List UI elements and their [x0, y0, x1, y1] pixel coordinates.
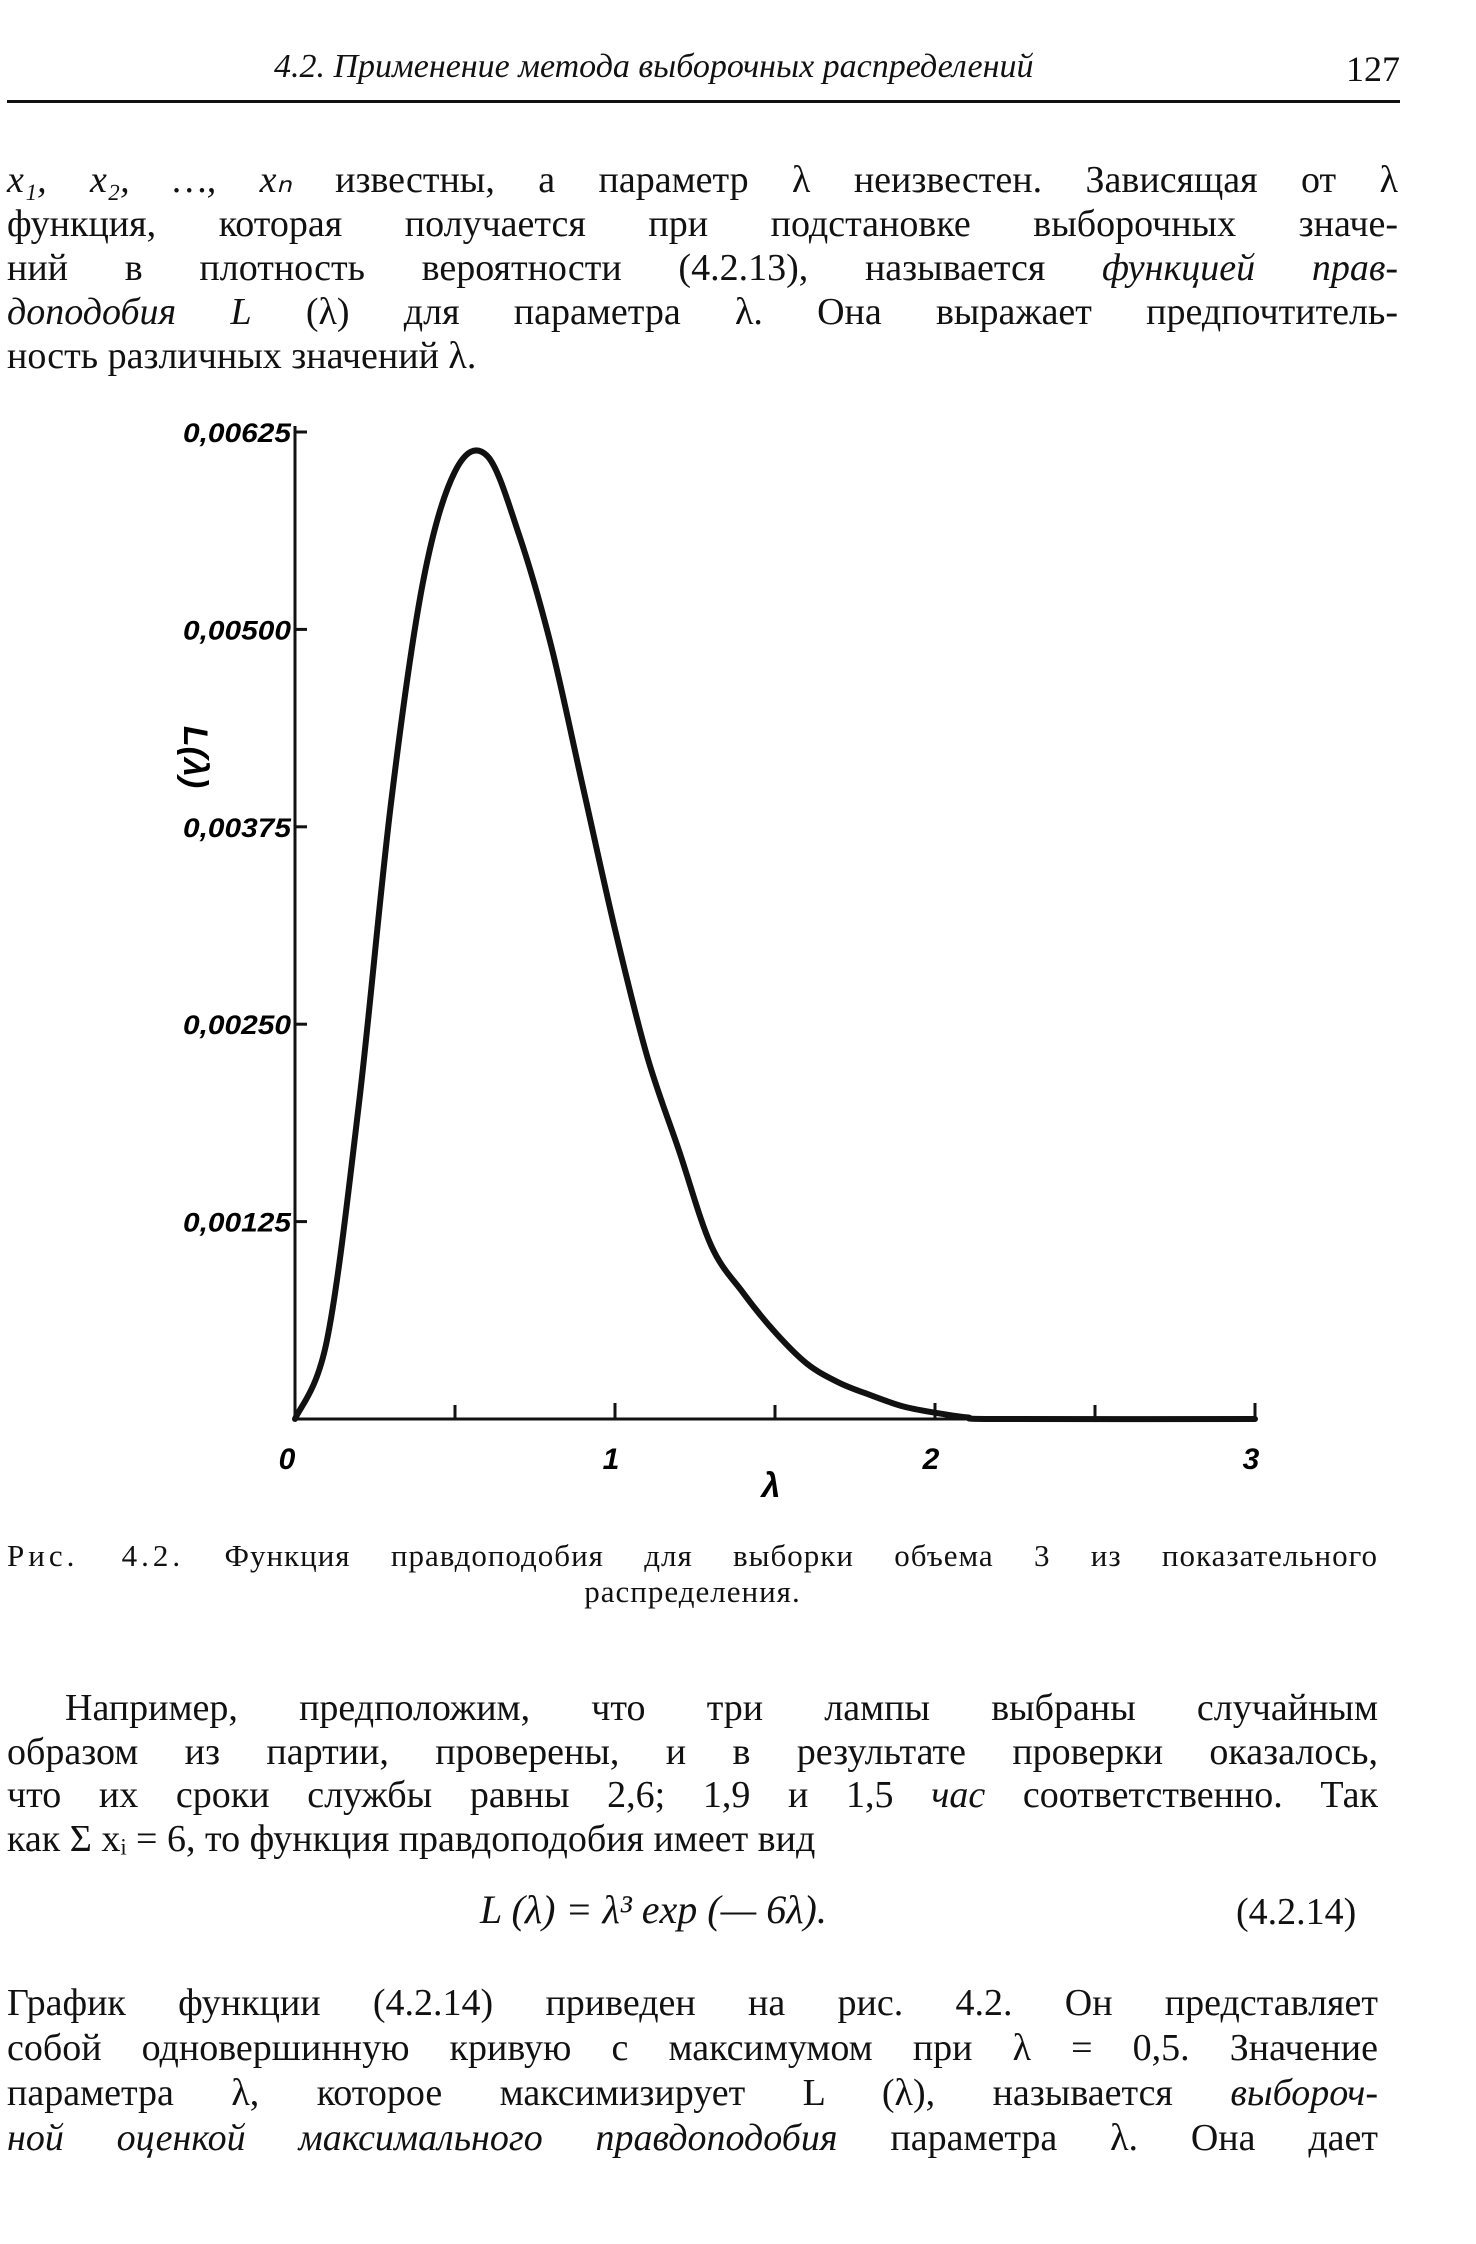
text-line: График функции (4.2.14) приведен на рис.… [7, 1982, 1378, 2024]
caption-line: Функция правдоподобия для выборки объема… [224, 1538, 1379, 1573]
text-line: x₁, x₂, …, xₙ известны, а параметр λ неи… [7, 158, 1398, 202]
text-line: собой одновершинную кривую с максимумом … [7, 2027, 1378, 2069]
text-line: что их сроки службы равны 2,6; 1,9 и 1,5… [7, 1773, 1378, 1817]
figure-caption: Рис. 4.2. Функция правдоподобия для выбо… [7, 1538, 1378, 1574]
figure-caption: распределения. [7, 1574, 1378, 1610]
y-axis-label: L(λ) [176, 726, 214, 788]
text-run: (λ) для параметра λ. Она выражает предпо… [251, 291, 1398, 333]
y-tick-label: 0,00250 [183, 1010, 291, 1040]
y-tick-label: 0,00375 [183, 813, 292, 843]
header-rule [7, 100, 1400, 103]
text-run: что их сроки службы равны 2,6; 1,9 и 1,5 [7, 1774, 932, 1816]
x-tick-label: 2 [922, 1443, 940, 1476]
text-line: ний в плотность вероятности (4.2.13), на… [7, 246, 1398, 290]
emphasis: выбороч- [1230, 2072, 1378, 2114]
text-line: доподобия L (λ) для параметра λ. Она выр… [7, 290, 1398, 334]
text-line: параметра λ, которое максимизирует L (λ)… [7, 2071, 1378, 2115]
text-run: ний в плотность вероятности (4.2.13), на… [7, 247, 1103, 289]
text-run: соответственно. Так [985, 1774, 1379, 1816]
emphasis: доподобия L [7, 291, 252, 333]
equation-number: (4.2.14) [1236, 1891, 1357, 1933]
text-line: ность различных значений λ. [7, 335, 477, 377]
y-tick-label: 0,00625 [183, 418, 292, 448]
emphasis: x₁, x₂, …, xₙ [7, 159, 292, 201]
emphasis: час [931, 1774, 986, 1816]
text-line: образом из партии, проверены, и в резуль… [7, 1730, 1378, 1773]
y-tick-label: 0,00500 [183, 615, 291, 645]
emphasis: ной оценкой максимального правдоподобия [7, 2117, 838, 2159]
x-axis-label: λ [760, 1467, 781, 1505]
y-tick-label: 0,00125 [183, 1208, 292, 1238]
page-number: 127 [1346, 49, 1400, 89]
chart: 0,00125 0,00250 0,00375 0,00500 0,00625 0 1 2 3 λ… [176, 418, 1260, 1505]
text-run: известны, а параметр λ неизвестен. Завис… [291, 159, 1399, 201]
emphasis: функцией прав- [1102, 247, 1398, 289]
text-line: Например, предположим, что три лампы выб… [65, 1687, 1378, 1729]
text-run: параметра λ, которое максимизирует L (λ)… [7, 2072, 1231, 2114]
text-run: параметра λ. Она дает [837, 2117, 1378, 2159]
text-line: функция, которая получается при подстано… [7, 203, 1398, 245]
running-header: 4.2. Применение метода выборочных распре… [274, 48, 1034, 85]
x-tick-label: 3 [1243, 1443, 1260, 1476]
equation: L (λ) = λ³ exp (— 6λ). [480, 1887, 827, 1932]
likelihood-curve [292, 447, 1258, 1423]
text-line: как Σ xᵢ = 6, то функция правдоподобия и… [7, 1817, 816, 1860]
text-line: ной оценкой максимального правдоподобия … [7, 2116, 1378, 2160]
caption-label: Рис. 4.2. [7, 1538, 185, 1573]
caption-line: распределения. [584, 1574, 801, 1609]
x-tick-label: 1 [603, 1443, 620, 1476]
x-tick-label: 0 [279, 1443, 296, 1476]
